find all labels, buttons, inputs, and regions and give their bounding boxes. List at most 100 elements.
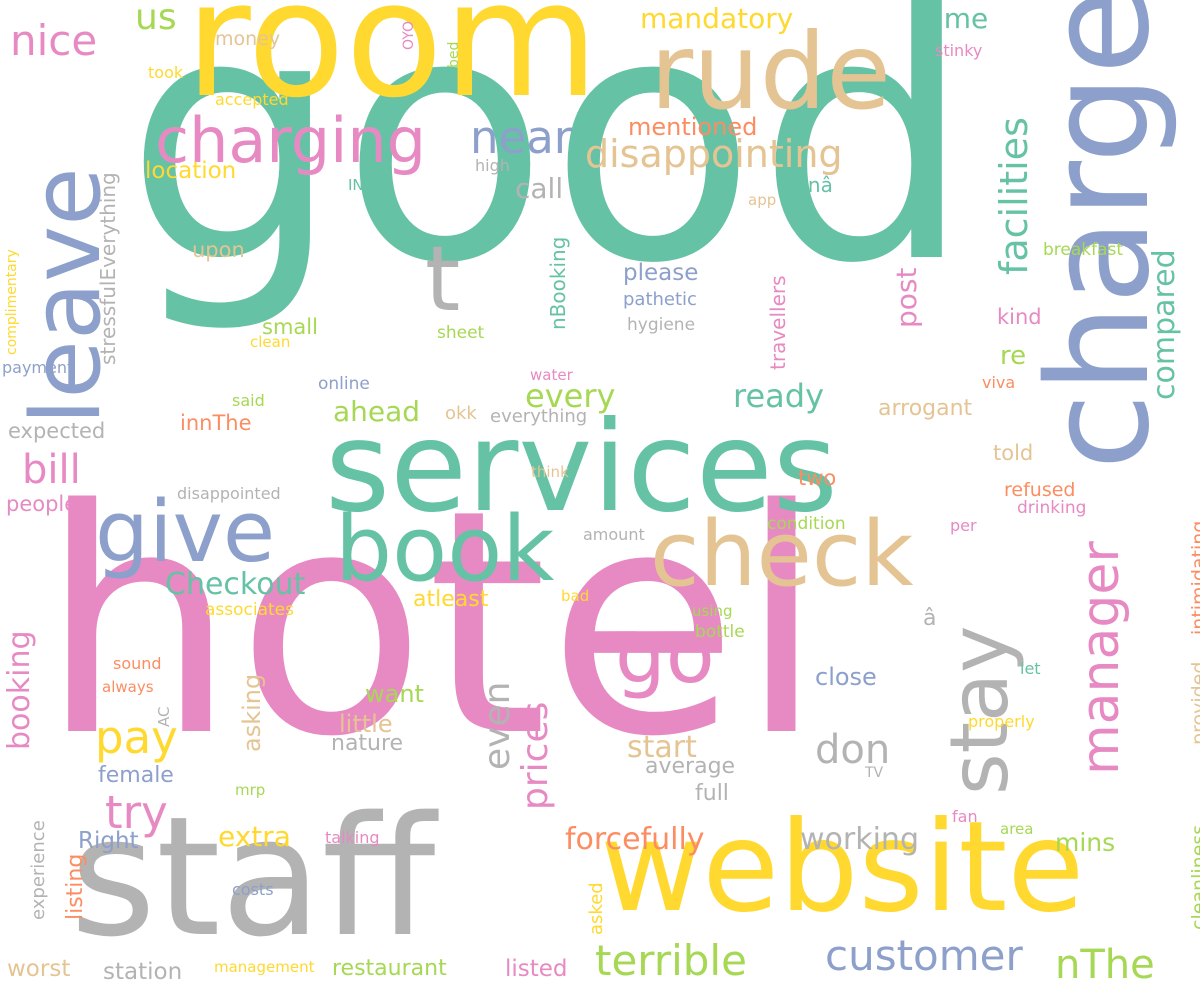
word-accepted: accepted: [215, 90, 289, 109]
word-re: re: [1000, 341, 1027, 371]
word-inr: INR: [348, 176, 375, 194]
word-nice: nice: [10, 16, 98, 65]
word-stressfuleverything: stressfulEverything: [96, 172, 120, 365]
word-bottle: bottle: [695, 622, 745, 642]
word-bill: bill: [22, 447, 81, 493]
word-associates: associates: [205, 600, 295, 620]
word-tv: TV: [865, 765, 884, 781]
word-fan: fan: [952, 807, 978, 826]
word-check: check: [650, 502, 914, 607]
word-area: area: [1000, 820, 1034, 838]
word-time: time: [925, 2, 989, 35]
word-facilities: facilities: [992, 117, 1036, 275]
word-working: working: [800, 822, 919, 857]
word-expected: expected: [8, 419, 106, 443]
word-nbooking: nBooking: [546, 236, 570, 330]
word-post: post: [890, 267, 923, 328]
word-bed: bed: [446, 41, 462, 68]
word-extra: extra: [218, 820, 291, 853]
word-want: want: [365, 680, 424, 708]
word-asking: asking: [238, 673, 266, 752]
word-think: think: [531, 463, 569, 481]
word-prices: prices: [515, 701, 556, 810]
word-management: management: [214, 958, 315, 976]
word-sheet: sheet: [437, 323, 485, 343]
word-money: money: [215, 28, 281, 50]
word-stinky: stinky: [935, 41, 983, 60]
word-full: full: [695, 781, 729, 806]
word-condition: condition: [767, 514, 846, 534]
word-viva: viva: [982, 373, 1016, 392]
word-book: book: [335, 497, 555, 602]
word-water: water: [530, 366, 573, 384]
word-t: t: [425, 227, 461, 332]
word-ac: AC: [155, 706, 173, 727]
word-costs: costs: [232, 880, 274, 899]
word-mins: mins: [1055, 828, 1116, 857]
word-checkout: Checkout: [165, 567, 306, 602]
word-always: always: [102, 678, 154, 696]
word-bad: bad: [561, 587, 590, 605]
word-innthe: innThe: [180, 411, 252, 435]
word-refused: refused: [1004, 479, 1076, 501]
word-forcefully: forcefully: [565, 822, 705, 857]
word-people: people: [6, 492, 78, 516]
word-even: even: [477, 681, 518, 770]
word-sound: sound: [113, 654, 162, 673]
word-go: go: [615, 608, 715, 701]
word-pathetic: pathetic: [623, 289, 697, 310]
word-little: little: [339, 710, 393, 738]
word-disappointing: disappointing: [585, 132, 843, 176]
word-try: try: [105, 786, 168, 839]
word-mandatory: mandatory: [640, 2, 794, 35]
word-cleanliness: cleanliness: [1188, 824, 1200, 930]
word-rude: rude: [650, 11, 891, 133]
word-arrogant: arrogant: [878, 396, 973, 421]
word-: â: [923, 606, 937, 631]
word-nature: nature: [331, 731, 404, 756]
word-atleast: atleast: [413, 587, 489, 612]
word-good: good: [125, 0, 973, 338]
word-disappointed: disappointed: [177, 484, 281, 503]
word-location: location: [145, 158, 237, 184]
word-give: give: [95, 483, 276, 582]
word-travellers: travellers: [766, 275, 790, 370]
word-close: close: [815, 663, 877, 691]
word-clean: clean: [250, 333, 291, 351]
word-breakfast: breakfast: [1043, 240, 1124, 260]
word-hotel: hotel: [40, 444, 825, 805]
word-mentioned: mentioned: [628, 113, 758, 141]
word-let: let: [1020, 659, 1041, 678]
word-compared: compared: [1147, 249, 1182, 400]
word-asked: asked: [586, 882, 607, 935]
word-listing: listing: [63, 853, 88, 920]
word-worst: worst: [7, 956, 71, 982]
word-call: call: [515, 172, 564, 205]
word-kind: kind: [997, 305, 1042, 329]
word-stay: stay: [933, 625, 1026, 795]
word-start: start: [627, 730, 697, 765]
word-payment: payment: [2, 358, 74, 377]
word-please: please: [623, 260, 699, 286]
word-listed: listed: [505, 956, 568, 982]
word-intimidating: intimidating: [1188, 520, 1200, 635]
word-high: high: [475, 156, 510, 175]
word-talking: talking: [325, 828, 380, 847]
word-complimentary: complimentary: [4, 249, 20, 355]
word-pay: pay: [95, 711, 178, 764]
word-female: female: [98, 763, 174, 788]
word-services: services: [325, 395, 838, 540]
word-don: don: [815, 727, 891, 773]
word-manager: manager: [1071, 541, 1131, 775]
word-amount: amount: [583, 525, 645, 544]
word-properly: properly: [968, 712, 1035, 731]
word-right: Right: [78, 828, 139, 854]
word-room: room: [185, 0, 599, 133]
word-app: app: [748, 191, 777, 209]
word-nthe: nThe: [1055, 942, 1155, 987]
word-okk: okk: [445, 403, 477, 424]
word-said: said: [232, 391, 265, 410]
word-average: average: [645, 754, 736, 779]
word-booking: booking: [2, 630, 37, 750]
